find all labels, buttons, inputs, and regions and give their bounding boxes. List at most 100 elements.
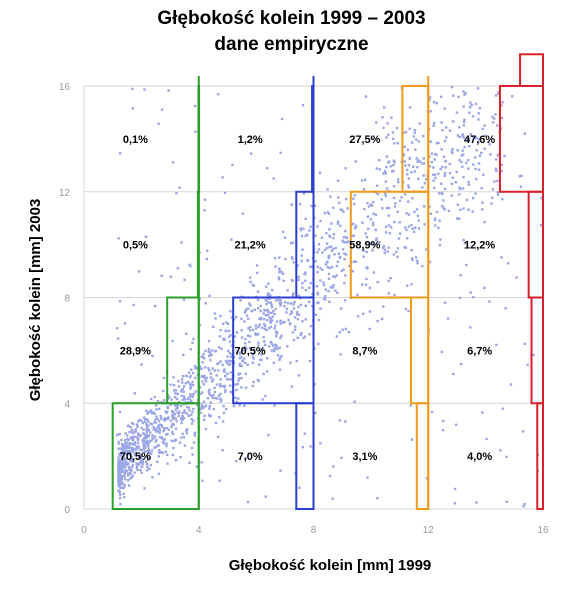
scatter-point-576 bbox=[280, 271, 283, 274]
scatter-point-614 bbox=[387, 133, 390, 136]
scatter-point-1166 bbox=[459, 187, 462, 191]
scatter-point-1494 bbox=[243, 342, 247, 345]
scatter-point-1405 bbox=[118, 484, 122, 487]
scatter-point-1456 bbox=[117, 476, 120, 479]
scatter-point-550 bbox=[199, 411, 203, 415]
scatter-point-626 bbox=[456, 149, 459, 152]
scatter-point-1680 bbox=[344, 420, 347, 423]
scatter-point-683 bbox=[160, 425, 164, 428]
scatter-point-572 bbox=[376, 192, 380, 196]
scatter-point-101 bbox=[342, 235, 346, 239]
scatter-points bbox=[115, 85, 543, 508]
scatter-point-798 bbox=[354, 225, 358, 228]
scatter-point-1674 bbox=[501, 407, 504, 410]
scatter-point-421 bbox=[123, 484, 127, 487]
scatter-point-80 bbox=[146, 450, 149, 453]
scatter-point-877 bbox=[118, 496, 122, 500]
scatter-point-1351 bbox=[125, 444, 128, 448]
scatter-point-928 bbox=[176, 411, 179, 414]
scatter-point-298 bbox=[189, 393, 192, 396]
percentage-label-4: 0,5% bbox=[123, 240, 148, 252]
scatter-point-402 bbox=[289, 241, 293, 245]
scatter-point-1726 bbox=[221, 176, 224, 179]
scatter-point-795 bbox=[371, 249, 374, 252]
scatter-point-32 bbox=[154, 418, 157, 421]
scatter-point-955 bbox=[218, 385, 222, 388]
scatter-point-396 bbox=[356, 315, 360, 318]
scatter-point-309 bbox=[185, 412, 189, 415]
scatter-point-1545 bbox=[181, 398, 185, 401]
scatter-point-1355 bbox=[202, 383, 206, 386]
scatter-point-1515 bbox=[204, 427, 208, 431]
y-tick-label-1: 4 bbox=[64, 399, 70, 410]
scatter-point-437 bbox=[327, 255, 330, 258]
scatter-point-1688 bbox=[469, 326, 472, 329]
scatter-point-258 bbox=[447, 209, 451, 213]
scatter-point-269 bbox=[364, 283, 368, 287]
scatter-point-1481 bbox=[130, 456, 133, 459]
scatter-point-1256 bbox=[145, 439, 149, 443]
scatter-point-1485 bbox=[396, 255, 399, 259]
scatter-point-1492 bbox=[141, 421, 145, 424]
scatter-point-985 bbox=[213, 369, 217, 372]
scatter-point-679 bbox=[246, 363, 249, 366]
scatter-point-655 bbox=[174, 427, 178, 430]
scatter-point-165 bbox=[385, 165, 388, 169]
bar-red-13 bbox=[530, 296, 545, 405]
scatter-point-171 bbox=[127, 452, 130, 456]
scatter-point-1316 bbox=[383, 248, 386, 251]
scatter-point-1063 bbox=[299, 333, 302, 337]
scatter-point-894 bbox=[188, 375, 191, 379]
scatter-point-70 bbox=[235, 388, 238, 392]
scatter-point-559 bbox=[174, 458, 178, 462]
scatter-point-1579 bbox=[453, 502, 456, 505]
scatter-point-319 bbox=[177, 414, 180, 418]
scatter-point-1096 bbox=[118, 459, 122, 463]
scatter-point-612 bbox=[133, 443, 136, 446]
scatter-point-813 bbox=[481, 208, 484, 211]
scatter-point-467 bbox=[380, 198, 383, 201]
scatter-point-719 bbox=[283, 236, 287, 239]
scatter-point-1146 bbox=[414, 226, 417, 229]
percentage-label-8: 28,9% bbox=[120, 345, 151, 357]
scatter-point-1629 bbox=[221, 449, 224, 452]
scatter-point-623 bbox=[145, 462, 149, 466]
scatter-point-1130 bbox=[493, 180, 496, 183]
scatter-point-414 bbox=[253, 348, 256, 352]
scatter-point-186 bbox=[296, 264, 299, 267]
scatter-point-1269 bbox=[387, 279, 390, 283]
scatter-point-1530 bbox=[270, 303, 273, 307]
percentage-label-7: 12,2% bbox=[464, 240, 495, 252]
scatter-point-1182 bbox=[407, 184, 410, 187]
scatter-point-1057 bbox=[165, 444, 168, 448]
scatter-point-602 bbox=[270, 349, 273, 352]
scatter-point-62 bbox=[342, 210, 345, 213]
scatter-point-821 bbox=[383, 251, 386, 255]
scatter-point-695 bbox=[416, 165, 419, 169]
scatter-point-1346 bbox=[124, 441, 127, 445]
scatter-point-1624 bbox=[203, 209, 206, 212]
scatter-point-178 bbox=[384, 231, 388, 234]
scatter-point-763 bbox=[208, 405, 212, 408]
scatter-point-818 bbox=[203, 414, 206, 418]
scatter-point-1664 bbox=[137, 270, 141, 273]
scatter-point-938 bbox=[147, 467, 151, 471]
scatter-point-728 bbox=[410, 171, 413, 174]
scatter-point-1159 bbox=[153, 446, 156, 449]
scatter-point-1435 bbox=[316, 301, 319, 305]
scatter-point-863 bbox=[428, 165, 432, 168]
scatter-point-1352 bbox=[444, 160, 448, 163]
scatter-point-806 bbox=[257, 341, 260, 345]
scatter-point-1427 bbox=[405, 168, 409, 172]
scatter-point-1268 bbox=[326, 188, 329, 191]
scatter-point-454 bbox=[283, 300, 287, 304]
scatter-point-1266 bbox=[417, 177, 420, 181]
scatter-point-711 bbox=[174, 392, 177, 395]
scatter-point-1028 bbox=[194, 390, 198, 393]
scatter-point-112 bbox=[157, 472, 161, 476]
scatter-point-77 bbox=[332, 206, 335, 209]
scatter-point-10 bbox=[247, 317, 250, 320]
scatter-point-1703 bbox=[322, 283, 326, 287]
scatter-point-358 bbox=[202, 352, 205, 356]
scatter-point-649 bbox=[259, 309, 262, 313]
